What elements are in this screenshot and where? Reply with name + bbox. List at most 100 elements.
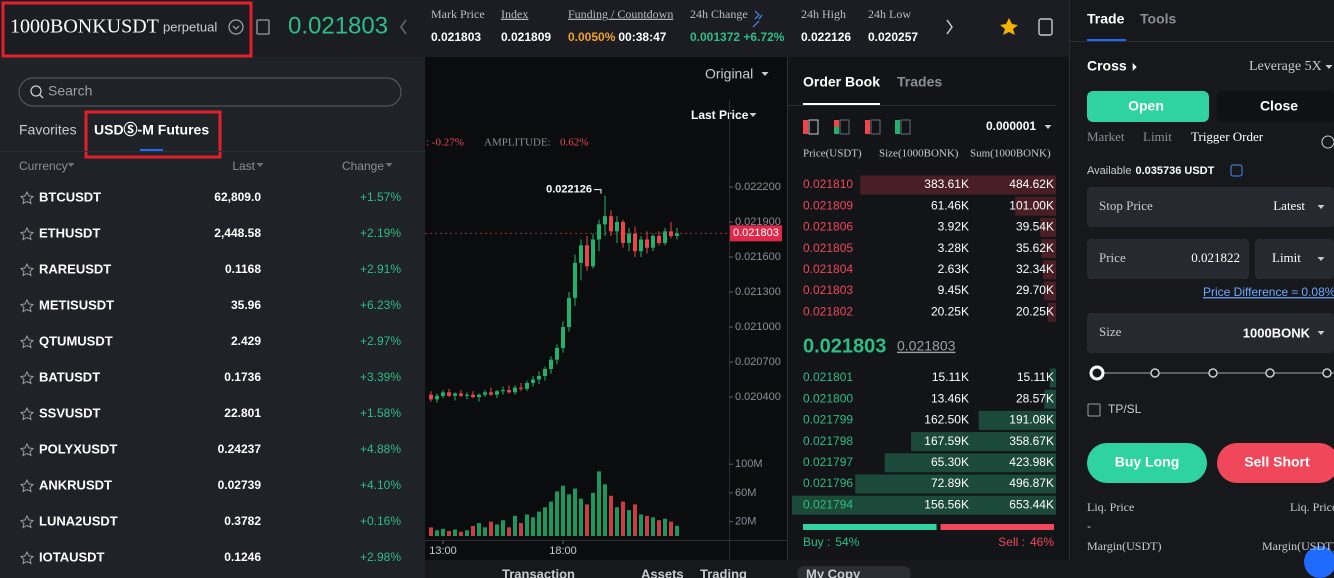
- tab[interactable]: Favorites: [19, 122, 77, 138]
- last-price: 0.021803: [288, 12, 388, 39]
- favorite-star-outline[interactable]: [19, 298, 35, 313]
- settings-icon[interactable]: [1038, 18, 1053, 36]
- depth-bar: [978, 410, 1056, 430]
- book-price[interactable]: 0.021803: [803, 283, 853, 297]
- chart-view-select[interactable]: Original: [705, 66, 753, 82]
- favorite-star-outline[interactable]: [19, 370, 35, 385]
- slider-step[interactable]: [1265, 368, 1275, 378]
- book-price[interactable]: 0.021797: [803, 455, 853, 469]
- stop-price-source[interactable]: Latest: [1273, 198, 1305, 213]
- favorite-star-outline[interactable]: [19, 478, 35, 493]
- copy-tab-pill[interactable]: [797, 566, 911, 578]
- change: +2.19%: [360, 226, 401, 240]
- favorite-star-outline[interactable]: [19, 334, 35, 349]
- bottom-tab[interactable]: Trading: [700, 566, 747, 578]
- search-placeholder: Search: [48, 83, 92, 99]
- book-price[interactable]: 0.021810: [803, 177, 853, 191]
- price-type-select[interactable]: [1255, 239, 1334, 279]
- column-header[interactable]: Last: [232, 159, 255, 173]
- size-unit[interactable]: 1000BONK: [1243, 325, 1311, 340]
- precision-select[interactable]: 0.000001: [986, 119, 1036, 133]
- book-price[interactable]: 0.021799: [803, 413, 853, 427]
- symbol-name: LUNA2USDT: [39, 513, 118, 528]
- volume-bar: [531, 517, 535, 536]
- book-price[interactable]: 0.021798: [803, 434, 853, 448]
- bottom-tab[interactable]: Assets: [641, 566, 684, 578]
- chevron-left[interactable]: [400, 19, 407, 35]
- book-price[interactable]: 0.021796: [803, 476, 853, 490]
- slider-step[interactable]: [1322, 368, 1332, 378]
- sell-short-button[interactable]: [1217, 443, 1334, 483]
- info-icon[interactable]: [1321, 135, 1334, 149]
- candle-body: [525, 383, 529, 389]
- candle-body: [447, 392, 451, 396]
- book-view-icons[interactable]: [803, 119, 911, 135]
- tab[interactable]: USDⓈ-M Futures: [94, 122, 209, 138]
- order-type[interactable]: Market: [1087, 129, 1125, 144]
- favorite-star-outline[interactable]: [19, 550, 35, 565]
- leverage[interactable]: Leverage 5X: [1249, 59, 1322, 74]
- favorite-star-outline[interactable]: [19, 442, 35, 457]
- open-tab[interactable]: [1087, 91, 1209, 122]
- stat-value: 0.0050%: [568, 30, 616, 44]
- book-price[interactable]: 0.021802: [803, 304, 853, 318]
- book-price[interactable]: 0.021794: [803, 497, 853, 511]
- volume-bar: [555, 491, 559, 536]
- order-type[interactable]: Trigger Order: [1191, 129, 1264, 144]
- column-header[interactable]: Change: [342, 159, 384, 173]
- book-price[interactable]: 0.021805: [803, 241, 853, 255]
- price-source-select[interactable]: Last Price: [691, 108, 749, 122]
- size-input[interactable]: [1087, 313, 1334, 353]
- bottom-tab[interactable]: Transaction: [502, 566, 575, 578]
- favorite-star-outline[interactable]: [19, 190, 35, 205]
- tab[interactable]: Order Book: [803, 74, 880, 90]
- swap-icon[interactable]: [752, 10, 763, 28]
- book-size: 72.89K: [931, 476, 969, 490]
- tab[interactable]: Trade: [1087, 11, 1125, 27]
- book-size: 13.46K: [931, 391, 969, 405]
- slider-step[interactable]: [1208, 368, 1218, 378]
- favorite-star-outline[interactable]: [19, 406, 35, 421]
- highlight-box: [84, 110, 222, 159]
- close-tab[interactable]: [1217, 91, 1334, 122]
- dropdown-icon[interactable]: [228, 19, 244, 35]
- symbol[interactable]: 1000BONKUSDT: [10, 16, 159, 38]
- margin-mode[interactable]: Cross: [1087, 58, 1127, 74]
- volume-bar: [543, 507, 547, 536]
- book-price[interactable]: 0.021800: [803, 391, 853, 405]
- slider-thumb[interactable]: [1089, 365, 1105, 381]
- volume-bar: [441, 528, 445, 536]
- bottom-tab[interactable]: My Copy: [806, 566, 861, 578]
- last-price: 0.3782: [224, 514, 261, 528]
- x-tick-label: 13:00: [429, 545, 457, 557]
- support-button[interactable]: [1304, 546, 1334, 578]
- price-difference[interactable]: Price Difference ≈ 0.08%: [1203, 285, 1334, 299]
- book-icon[interactable]: [256, 19, 270, 35]
- buy-long-button[interactable]: [1087, 443, 1207, 483]
- favorite-star-outline[interactable]: [19, 226, 35, 241]
- stop-price-input[interactable]: [1087, 187, 1334, 227]
- book-price[interactable]: 0.021804: [803, 262, 853, 276]
- search-box[interactable]: [18, 77, 402, 107]
- transfer-icon[interactable]: [1230, 164, 1243, 177]
- price-input[interactable]: [1087, 239, 1249, 279]
- book-price[interactable]: 0.021809: [803, 198, 853, 212]
- chevron-right[interactable]: [946, 19, 953, 35]
- order-type[interactable]: Limit: [1143, 129, 1172, 144]
- favorite-star-outline[interactable]: [19, 262, 35, 277]
- tpsl-checkbox[interactable]: [1087, 403, 1101, 417]
- price-type[interactable]: Limit: [1272, 250, 1301, 265]
- candle-body: [567, 297, 571, 327]
- slider-step[interactable]: [1150, 368, 1160, 378]
- tab[interactable]: Tools: [1140, 11, 1177, 27]
- tab[interactable]: Trades: [897, 74, 942, 90]
- candle-body: [615, 222, 619, 232]
- column-header[interactable]: Currency: [19, 159, 68, 173]
- book-price[interactable]: 0.021801: [803, 370, 853, 384]
- buy-long-label: Buy Long: [1115, 454, 1180, 470]
- sell-ratio-bar: [940, 524, 1054, 530]
- favorite-star[interactable]: [1000, 18, 1018, 35]
- candle-body: [627, 233, 631, 243]
- favorite-star-outline[interactable]: [19, 514, 35, 529]
- book-price[interactable]: 0.021806: [803, 220, 853, 234]
